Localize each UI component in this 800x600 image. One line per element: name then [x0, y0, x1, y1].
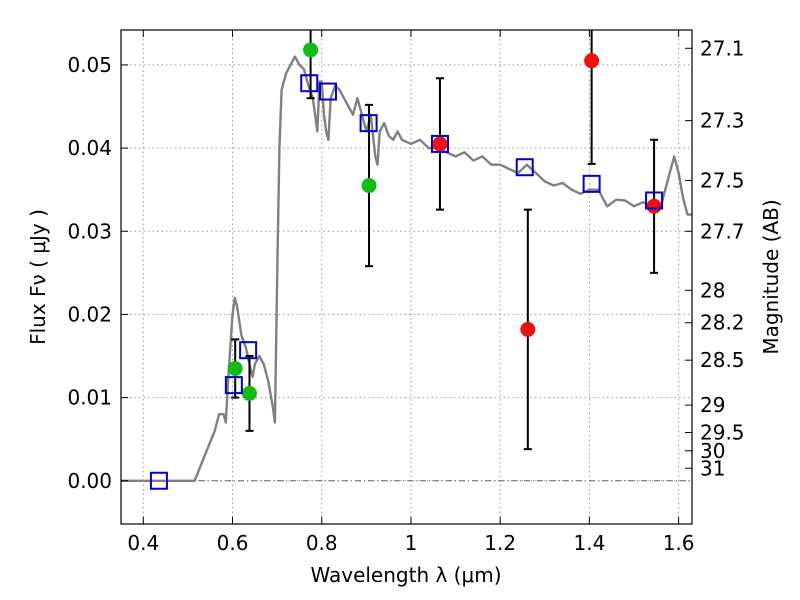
- data-points: [227, 42, 662, 401]
- x-tick-label-2: 0.8: [306, 531, 338, 555]
- x-tick-label-6: 1.6: [663, 531, 695, 555]
- red-point-0: [432, 136, 448, 152]
- magnitude-axis-label: Magnitude (AB): [759, 199, 783, 354]
- x-tick-label-1: 0.6: [217, 531, 249, 555]
- x-tick-label-5: 1.4: [573, 531, 605, 555]
- red-point-3: [646, 198, 662, 214]
- model-flux-square-8: [582, 174, 601, 193]
- mag-tick-label-10: 31: [700, 456, 725, 480]
- model-flux-square-4: [318, 82, 337, 101]
- mag-tick-label-3: 27.7: [700, 219, 745, 243]
- y-axis-ticks: 0.00 0.01 0.02 0.03 0.04 0.05: [67, 53, 128, 493]
- green-point-3: [361, 178, 377, 194]
- x-tick-label-3: 1: [405, 531, 418, 555]
- model-flux-square-9: [645, 191, 664, 210]
- model-flux-square-2: [239, 341, 258, 360]
- mag-tick-label-4: 28: [700, 278, 725, 302]
- green-point-1: [241, 385, 257, 401]
- mag-tick-label-5: 28.2: [700, 311, 745, 335]
- model-flux-square-0: [149, 471, 168, 490]
- mag-tick-label-8: 29.5: [700, 421, 745, 445]
- mag-tick-label-6: 28.5: [700, 348, 745, 372]
- x-axis-label: Wavelength λ (μm): [310, 563, 501, 587]
- green-point-0: [227, 360, 243, 376]
- model-sed-line: [121, 55, 692, 482]
- y-tick-label-2: 0.02: [67, 302, 112, 326]
- model-flux-square-1: [224, 376, 243, 395]
- model-flux-square-3: [300, 74, 319, 93]
- y-tick-label-0: 0.00: [67, 469, 112, 493]
- y-tick-label-1: 0.01: [67, 386, 112, 410]
- error-bars: [231, 30, 659, 451]
- y-tick-label-5: 0.05: [67, 53, 112, 77]
- mag-tick-label-1: 27.3: [700, 109, 745, 133]
- y-tick-label-3: 0.03: [67, 219, 112, 243]
- red-point-1: [520, 321, 536, 337]
- mag-tick-label-9: 30: [700, 439, 725, 463]
- plot-frame: [120, 29, 693, 525]
- y-tick-label-4: 0.04: [67, 136, 112, 160]
- x-tick-label-4: 1.2: [484, 531, 516, 555]
- y-axis-label: Flux Fν ( μJy ): [26, 209, 50, 345]
- model-flux-markers: [149, 74, 664, 490]
- x-axis-ticks: 0.4 0.6 0.8 1 1.2 1.4 1.6: [127, 30, 695, 555]
- red-point-2: [584, 53, 600, 69]
- model-flux-square-6: [430, 134, 449, 153]
- mag-tick-label-2: 27.5: [700, 169, 745, 193]
- green-point-2: [303, 42, 319, 58]
- mag-tick-label-0: 27.1: [700, 36, 745, 60]
- x-tick-label-0: 0.4: [127, 531, 159, 555]
- model-flux-square-7: [515, 158, 534, 177]
- mag-tick-label-7: 29: [700, 393, 725, 417]
- model-flux-square-5: [359, 114, 378, 133]
